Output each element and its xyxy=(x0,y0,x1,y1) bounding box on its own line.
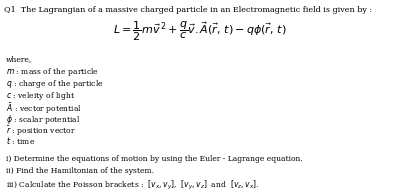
Text: Q1  The Lagrangian of a massive charged particle in an Electromagnetic field is : Q1 The Lagrangian of a massive charged p… xyxy=(4,6,372,14)
Text: $q$ : charge of the particle: $q$ : charge of the particle xyxy=(6,78,104,90)
Text: where,: where, xyxy=(6,55,32,63)
Text: $\bar{r}$ : position vector: $\bar{r}$ : position vector xyxy=(6,124,76,138)
Text: $m$ : mass of the particle: $m$ : mass of the particle xyxy=(6,66,99,79)
Text: $\bar{A}$ : vector potential: $\bar{A}$ : vector potential xyxy=(6,101,82,116)
Text: $t$ : time: $t$ : time xyxy=(6,136,35,146)
Text: iii) Calculate the Poisson brackets :  $[v_x, v_y]$,  $[v_y, v_z]$  and  $[v_z, : iii) Calculate the Poisson brackets : $[… xyxy=(6,179,259,192)
Text: $\phi$ : scalar potential: $\phi$ : scalar potential xyxy=(6,113,80,126)
Text: $L = \dfrac{1}{2}m\vec{v}^{\,2} + \dfrac{q}{c}\vec{v}.\vec{A}(\vec{r},\,t) - q\p: $L = \dfrac{1}{2}m\vec{v}^{\,2} + \dfrac… xyxy=(113,20,287,43)
Text: ii) Find the Hamiltonian of the system.: ii) Find the Hamiltonian of the system. xyxy=(6,167,154,175)
Text: i) Determine the equations of motion by using the Euler - Lagrange equation.: i) Determine the equations of motion by … xyxy=(6,155,303,163)
Text: $c$ : veleity of light: $c$ : veleity of light xyxy=(6,89,75,102)
